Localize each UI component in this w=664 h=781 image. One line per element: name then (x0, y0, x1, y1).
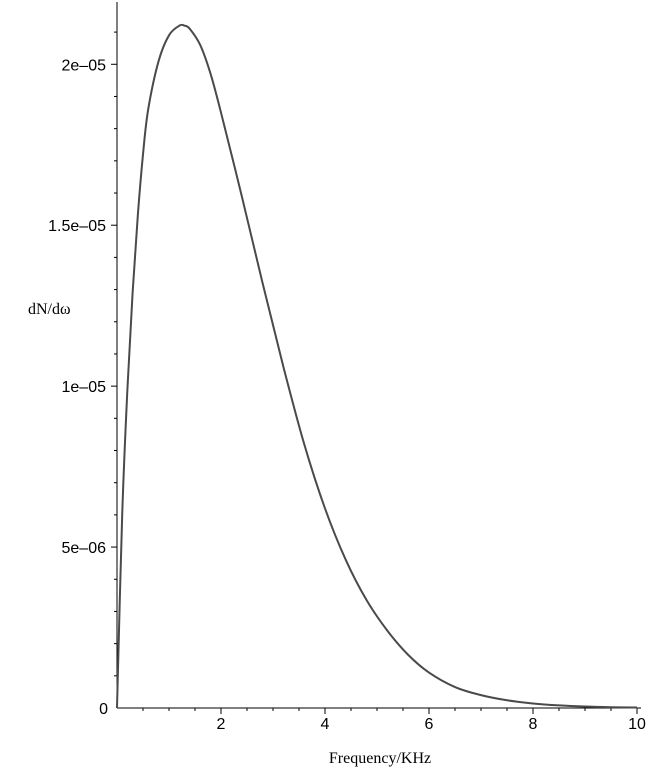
x-tick-label: 2 (217, 716, 226, 733)
series-line (116, 23, 638, 709)
ticks (111, 31, 638, 714)
x-tick-label: 4 (321, 716, 330, 733)
axes (116, 2, 641, 709)
x-tick-label: 8 (529, 716, 538, 733)
y-tick-label: 1e–05 (62, 379, 107, 396)
y-tick-label: 2e–05 (62, 57, 107, 74)
tick-labels: 2 4 6 8 10 0 5e–06 1e–05 1.5e–05 2e–05 (48, 57, 646, 733)
y-tick-label: 0 (99, 701, 108, 718)
x-tick-label: 6 (425, 716, 434, 733)
y-tick-label: 5e–06 (62, 540, 107, 557)
y-tick-label: 1.5e–05 (48, 218, 106, 235)
x-axis-label: Frequency/KHz (329, 750, 431, 767)
y-axis-label: dN/dω (28, 301, 71, 318)
x-tick-label: 10 (628, 716, 646, 733)
